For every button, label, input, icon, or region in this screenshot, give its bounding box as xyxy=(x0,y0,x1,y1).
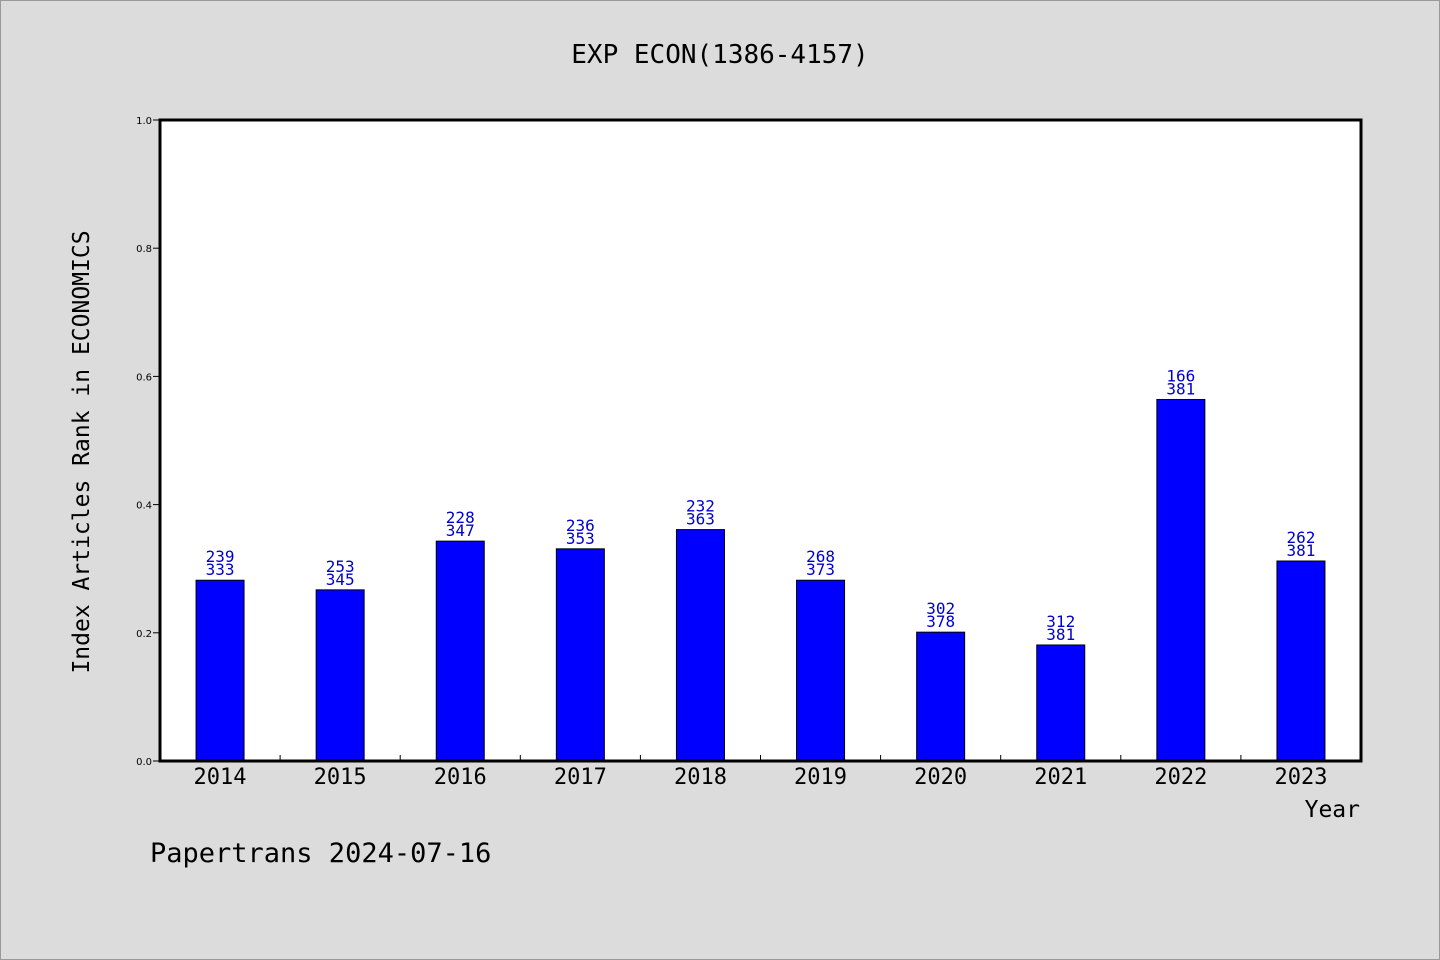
bar-total-label: 353 xyxy=(566,529,595,548)
x-tick-label: 2019 xyxy=(794,765,847,790)
bar-total-label: 363 xyxy=(686,510,715,529)
y-axis-label: Index Articles Rank in ECONOMICS xyxy=(69,230,95,673)
x-tick-label: 2014 xyxy=(194,765,247,790)
y-tick-label: 0.0 xyxy=(136,757,152,768)
bar-rank-label: 239 xyxy=(206,547,235,566)
bar-2016 xyxy=(435,540,485,762)
bar-2020 xyxy=(916,631,966,762)
bar-2018 xyxy=(675,529,725,762)
x-tick-label: 2018 xyxy=(674,765,727,790)
bar-2019 xyxy=(796,579,846,762)
bar-rank-label: 166 xyxy=(1166,366,1195,385)
bar-2015 xyxy=(315,589,365,762)
bar-rank-label: 268 xyxy=(806,547,835,566)
y-tick-label: 0.8 xyxy=(136,244,152,255)
y-tick-label: 0.4 xyxy=(136,501,152,512)
x-tick-label: 2017 xyxy=(554,765,607,790)
bars xyxy=(195,398,1326,762)
y-tick-label: 0.6 xyxy=(136,372,152,383)
y-tick-label: 1.0 xyxy=(136,116,152,127)
x-tick-label: 2020 xyxy=(914,765,967,790)
bar-total-label: 373 xyxy=(806,560,835,579)
bar-2014 xyxy=(195,579,245,762)
bar-rank-label: 228 xyxy=(446,508,475,527)
bar-rank-label: 262 xyxy=(1286,528,1315,547)
plot-border xyxy=(158,118,1363,763)
y-tick-label: 0.2 xyxy=(136,629,152,640)
bar-rank-label: 253 xyxy=(326,557,355,576)
bar-2023 xyxy=(1276,560,1326,762)
chart-title: EXP ECON(1386-4157) xyxy=(571,40,868,70)
bar-rank-label: 302 xyxy=(926,599,955,618)
x-tick-label: 2016 xyxy=(434,765,487,790)
bar-2017 xyxy=(555,548,605,762)
bar-total-label: 347 xyxy=(446,521,475,540)
bar-total-label: 345 xyxy=(326,570,355,589)
bar-total-label: 378 xyxy=(926,612,955,631)
bar-2022 xyxy=(1156,398,1206,762)
x-tick-label: 2023 xyxy=(1274,765,1327,790)
y-axis-ticks: 0.0 0.2 0.4 0.6 0.8 1.0 xyxy=(136,116,160,768)
x-axis-label: Year xyxy=(1305,797,1360,823)
bar-total-label: 333 xyxy=(206,560,235,579)
bar-total-label: 381 xyxy=(1166,379,1195,398)
bar-total-label: 381 xyxy=(1046,625,1075,644)
x-tick-label: 2022 xyxy=(1154,765,1207,790)
bar-rank-label: 232 xyxy=(686,497,715,516)
bar-rank-label: 312 xyxy=(1046,612,1075,631)
x-axis-ticks: 2014 2015 2016 2017 2018 2019 2020 2021 2022 2023 xyxy=(194,755,1327,790)
x-tick-label: 2021 xyxy=(1034,765,1087,790)
bar-rank-label: 236 xyxy=(566,516,595,535)
x-tick-label: 2015 xyxy=(314,765,367,790)
bar-total-label: 381 xyxy=(1286,541,1315,560)
footer-credit: Papertrans 2024-07-16 xyxy=(150,838,491,869)
bar-2021 xyxy=(1036,644,1086,762)
